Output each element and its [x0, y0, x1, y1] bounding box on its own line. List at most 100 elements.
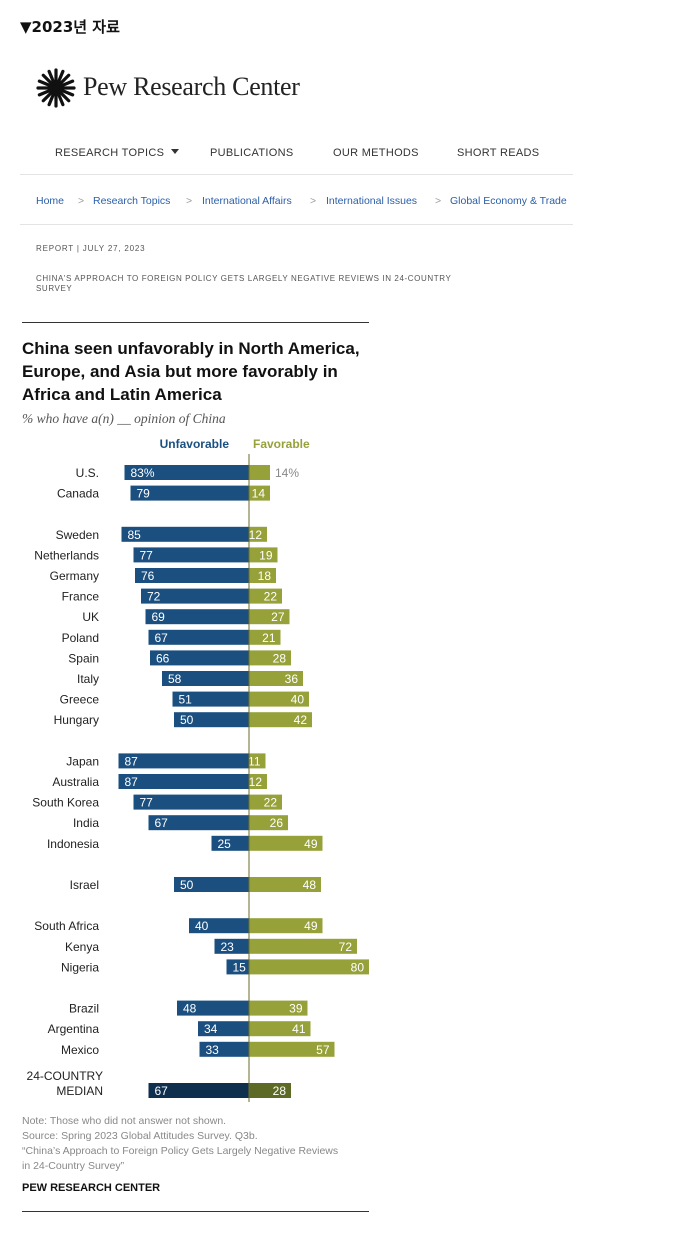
data-label-unfavorable: 77: [140, 548, 154, 562]
category-label: 24-COUNTRY: [27, 1069, 103, 1083]
category-label: Australia: [52, 775, 99, 789]
nav-short-reads[interactable]: SHORT READS: [457, 147, 540, 159]
nav-research-topics[interactable]: RESEARCH TOPICS: [55, 147, 180, 159]
breadcrumb-international-affairs[interactable]: International Affairs: [202, 195, 292, 207]
data-label-favorable: 26: [270, 816, 284, 830]
data-label-favorable: 14%: [275, 466, 299, 480]
chart-bottom-rule: [22, 1211, 369, 1212]
data-label-unfavorable: 76: [141, 569, 155, 583]
bar-unfavorable: [148, 1083, 249, 1098]
data-label-unfavorable: 67: [155, 631, 169, 645]
category-label: Mexico: [61, 1043, 99, 1057]
bar-favorable: [249, 877, 321, 892]
data-label-favorable: 36: [285, 672, 299, 686]
breadcrumb-separator: >: [310, 195, 317, 207]
breadcrumb-home[interactable]: Home: [36, 195, 65, 207]
data-label-favorable: 14: [252, 487, 266, 501]
bar-favorable: [249, 568, 276, 583]
nav-publications[interactable]: PUBLICATIONS: [210, 147, 294, 159]
category-label: Israel: [70, 878, 99, 892]
report-title[interactable]: CHINA'S APPROACH TO FOREIGN POLICY GETS …: [36, 274, 452, 293]
data-label-favorable: 11: [248, 754, 261, 768]
bar-favorable: [249, 753, 266, 769]
bar-favorable: [249, 609, 290, 625]
report-meta: REPORT | JULY 27, 2023: [36, 244, 146, 253]
breadcrumb-international-issues[interactable]: International Issues: [326, 195, 418, 207]
bar-favorable: [249, 485, 270, 501]
breadcrumb-separator: >: [78, 195, 85, 207]
data-label-favorable: 49: [304, 837, 318, 851]
data-label-favorable: 18: [258, 569, 272, 583]
breadcrumb-global-economy-trade[interactable]: Global Economy & Trade: [450, 195, 567, 207]
brand-name[interactable]: Pew Research Center: [83, 72, 300, 101]
data-label-unfavorable: 85: [128, 528, 142, 542]
pew-sunburst-logo-icon[interactable]: [36, 68, 76, 108]
breadcrumb-separator: >: [435, 195, 442, 207]
bar-favorable: [249, 835, 323, 851]
category-label: Germany: [50, 569, 99, 583]
bar-favorable: [249, 774, 267, 789]
section-label: ▼2023년 자료: [20, 18, 120, 36]
data-label-favorable: 42: [294, 713, 308, 727]
data-label-favorable: 57: [316, 1043, 330, 1057]
data-label-unfavorable: 50: [180, 878, 194, 892]
bar-favorable: [249, 629, 281, 645]
data-label-unfavorable: 87: [125, 754, 139, 768]
data-label-favorable: 28: [273, 1084, 287, 1098]
bar-favorable: [249, 918, 323, 934]
breadcrumb-research-topics[interactable]: Research Topics: [93, 195, 171, 207]
legend-favorable: Favorable: [253, 437, 310, 451]
breadcrumb-divider: [20, 224, 573, 225]
data-label-unfavorable: 25: [218, 837, 232, 851]
category-label: Sweden: [56, 528, 99, 542]
bar-unfavorable: [148, 815, 249, 831]
category-label: Nigeria: [61, 960, 99, 974]
chart-note: Note: Those who did not answer not shown…: [22, 1115, 227, 1127]
category-label: Spain: [68, 651, 99, 665]
chart-subtitle: % who have a(n) __ opinion of China: [22, 411, 226, 426]
data-label-unfavorable: 51: [179, 693, 193, 707]
category-label: Argentina: [48, 1022, 100, 1036]
category-label: India: [73, 816, 99, 830]
data-label-favorable: 22: [264, 796, 278, 810]
bar-favorable: [249, 588, 282, 604]
category-label: Canada: [57, 487, 99, 501]
data-label-favorable: 40: [291, 693, 305, 707]
bar-unfavorable: [174, 877, 249, 892]
data-label-favorable: 48: [303, 878, 317, 892]
nav-our-methods[interactable]: OUR METHODS: [333, 147, 419, 159]
bar-favorable: [249, 959, 369, 975]
data-label-favorable: 21: [262, 631, 276, 645]
data-label-unfavorable: 48: [183, 1002, 197, 1016]
bar-favorable: [249, 691, 309, 707]
category-label: MEDIAN: [56, 1084, 103, 1098]
data-label-favorable: 39: [289, 1002, 303, 1016]
data-label-unfavorable: 23: [221, 940, 235, 954]
data-label-unfavorable: 69: [152, 610, 166, 624]
data-label-favorable: 80: [351, 960, 365, 974]
data-label-favorable: 41: [292, 1022, 306, 1036]
bar-unfavorable: [162, 671, 249, 686]
bar-unfavorable: [174, 712, 249, 728]
data-label-unfavorable: 72: [147, 590, 161, 604]
category-label: Netherlands: [34, 548, 99, 562]
bar-unfavorable: [133, 547, 249, 563]
bar-unfavorable: [121, 526, 249, 542]
bar-favorable: [249, 1041, 335, 1057]
bar-favorable: [249, 526, 267, 542]
bar-favorable: [249, 938, 357, 954]
category-label: Poland: [62, 631, 99, 645]
data-label-unfavorable: 34: [204, 1022, 218, 1036]
data-label-unfavorable: 87: [125, 775, 139, 789]
data-label-unfavorable: 15: [233, 960, 247, 974]
chart-source: Source: Spring 2023 Global Attitudes Sur…: [22, 1130, 258, 1142]
data-label-unfavorable: 33: [206, 1043, 220, 1057]
nav-divider: [20, 174, 573, 175]
category-label: Japan: [66, 754, 99, 768]
bar-unfavorable: [148, 629, 249, 645]
data-label-favorable: 28: [273, 651, 287, 665]
bar-favorable: [249, 547, 278, 563]
data-label-favorable: 12: [249, 528, 263, 542]
chart-citation: “China’s Approach to Foreign Policy Gets…: [22, 1145, 339, 1157]
bar-unfavorable: [198, 1021, 249, 1037]
